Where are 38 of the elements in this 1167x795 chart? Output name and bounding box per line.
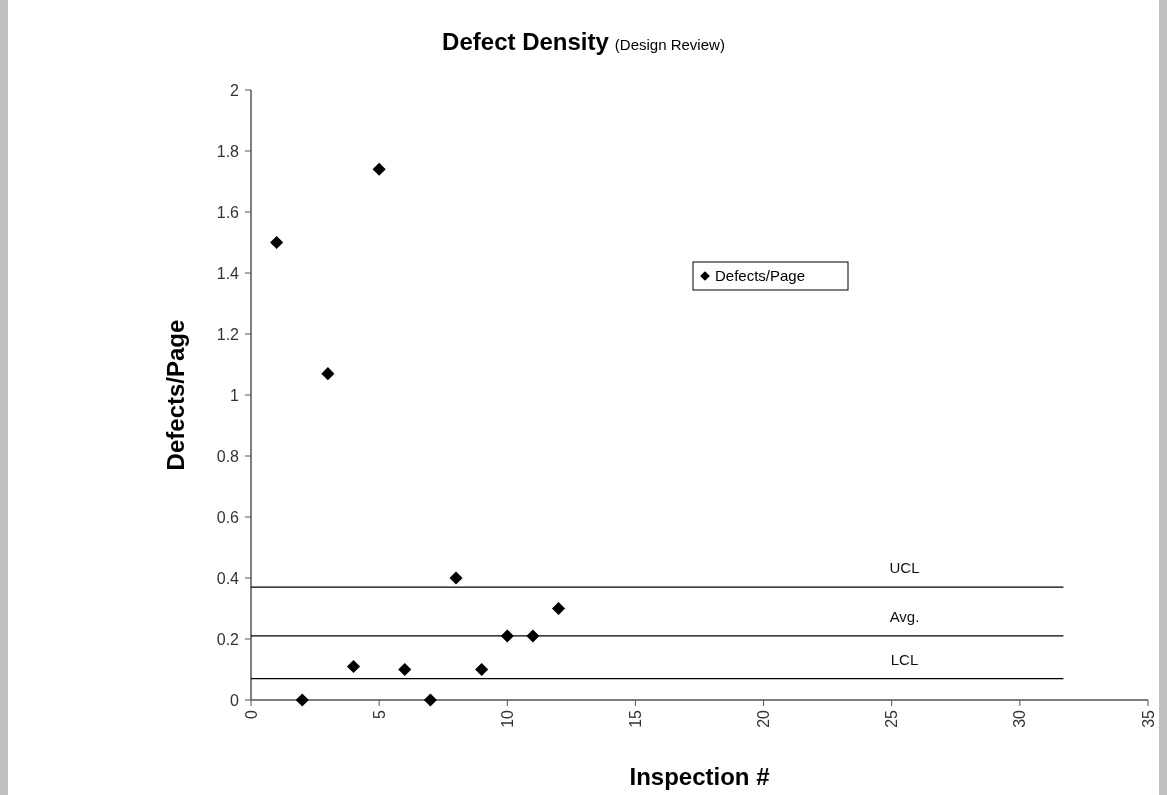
- chart-subtitle: (Design Review): [614, 36, 725, 53]
- y-tick-label: 1.8: [216, 142, 240, 160]
- x-tick-label: 15: [627, 709, 645, 728]
- x-tick-label: 10: [498, 709, 516, 728]
- point: [526, 629, 540, 643]
- y-tick-label: 1: [230, 386, 240, 404]
- x-tick-label: 30: [1011, 709, 1029, 728]
- point: [372, 162, 386, 176]
- point: [423, 693, 437, 707]
- y-tick-label: 0.2: [216, 630, 240, 648]
- ref-line-label: UCL: [889, 559, 920, 577]
- x-tick-label: 0: [242, 709, 260, 719]
- y-tick-label: 1.2: [216, 325, 240, 343]
- y-tick-label: 0.4: [216, 569, 240, 587]
- y-tick-label: 1.6: [216, 203, 240, 221]
- y-tick-label: 2: [230, 81, 240, 99]
- point: [346, 659, 361, 674]
- point: [475, 662, 489, 677]
- point: [321, 367, 335, 381]
- ref-line-label: LCL: [890, 650, 919, 668]
- point: [449, 571, 463, 585]
- point: [295, 693, 309, 707]
- ref-line-label: Avg.: [889, 607, 920, 625]
- y-tick-label: 0.6: [216, 508, 240, 526]
- y-axis-title: Defects/Page: [162, 319, 189, 471]
- x-axis-title: Inspection #: [629, 763, 770, 790]
- point: [500, 629, 514, 643]
- y-tick-label: 0.8: [216, 447, 240, 465]
- x-tick-label: 35: [1139, 709, 1157, 728]
- x-tick-label: 25: [883, 709, 901, 728]
- y-tick-label: 1.4: [216, 264, 240, 282]
- point: [398, 662, 412, 677]
- chart-title: Defect Density: [442, 28, 610, 55]
- point: [551, 601, 566, 616]
- x-tick-label: 20: [755, 709, 773, 728]
- legend-label: Defects/Page: [715, 267, 806, 285]
- x-tick-label: 5: [370, 709, 388, 719]
- point: [270, 235, 284, 250]
